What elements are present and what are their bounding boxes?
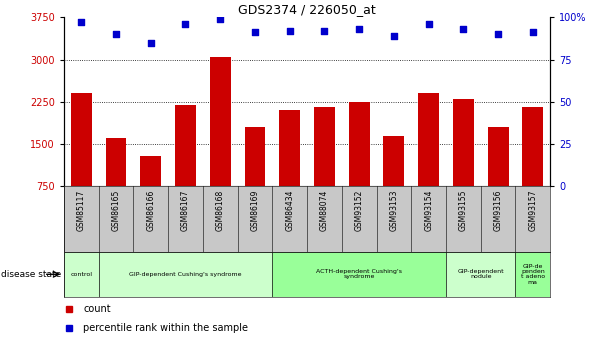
Text: GSM93155: GSM93155 bbox=[459, 189, 468, 231]
Bar bbox=[279, 110, 300, 186]
Bar bbox=[64, 252, 98, 297]
Text: ACTH-dependent Cushing's
syndrome: ACTH-dependent Cushing's syndrome bbox=[316, 269, 402, 279]
Title: GDS2374 / 226050_at: GDS2374 / 226050_at bbox=[238, 3, 376, 16]
Bar bbox=[522, 107, 544, 186]
Bar bbox=[71, 93, 92, 186]
Text: GSM93152: GSM93152 bbox=[354, 189, 364, 231]
Point bbox=[389, 33, 399, 39]
Text: GSM93154: GSM93154 bbox=[424, 189, 433, 231]
Point bbox=[146, 40, 156, 45]
Point bbox=[77, 20, 86, 25]
Point bbox=[424, 21, 434, 27]
Text: GIP-dependent Cushing's syndrome: GIP-dependent Cushing's syndrome bbox=[129, 272, 242, 277]
Bar bbox=[446, 252, 516, 297]
Text: GSM88074: GSM88074 bbox=[320, 189, 329, 231]
Point bbox=[458, 26, 468, 32]
Bar bbox=[98, 252, 272, 297]
Bar bbox=[244, 127, 265, 186]
Point bbox=[493, 31, 503, 37]
Text: GSM93156: GSM93156 bbox=[494, 189, 503, 231]
Bar bbox=[349, 102, 370, 186]
Bar bbox=[106, 138, 126, 186]
Bar bbox=[418, 93, 439, 186]
Bar bbox=[488, 127, 508, 186]
Text: GSM86165: GSM86165 bbox=[111, 189, 120, 231]
Point bbox=[181, 21, 190, 27]
Text: disease state: disease state bbox=[1, 270, 61, 279]
Text: percentile rank within the sample: percentile rank within the sample bbox=[83, 323, 248, 333]
Text: GSM86166: GSM86166 bbox=[146, 189, 155, 231]
Text: GSM86167: GSM86167 bbox=[181, 189, 190, 231]
Point bbox=[250, 30, 260, 35]
Text: GIP-dependent
nodule: GIP-dependent nodule bbox=[457, 269, 504, 279]
Text: count: count bbox=[83, 304, 111, 314]
Text: control: control bbox=[70, 272, 92, 277]
Text: GSM93153: GSM93153 bbox=[389, 189, 398, 231]
Bar bbox=[314, 107, 335, 186]
Text: GSM93157: GSM93157 bbox=[528, 189, 537, 231]
Point bbox=[111, 31, 121, 37]
Point bbox=[215, 16, 225, 22]
Bar bbox=[453, 99, 474, 186]
Point bbox=[320, 28, 330, 33]
Bar bbox=[516, 252, 550, 297]
Text: GSM86168: GSM86168 bbox=[216, 189, 225, 231]
Text: GSM85117: GSM85117 bbox=[77, 189, 86, 231]
Point bbox=[528, 30, 537, 35]
Point bbox=[285, 28, 294, 33]
Bar bbox=[384, 136, 404, 186]
Bar bbox=[272, 252, 446, 297]
Bar bbox=[175, 105, 196, 186]
Bar bbox=[210, 57, 230, 186]
Text: GSM86169: GSM86169 bbox=[250, 189, 260, 231]
Bar bbox=[140, 156, 161, 186]
Point bbox=[354, 26, 364, 32]
Text: GIP-de
penden
t adeno
ma: GIP-de penden t adeno ma bbox=[521, 264, 545, 285]
Text: GSM86434: GSM86434 bbox=[285, 189, 294, 231]
